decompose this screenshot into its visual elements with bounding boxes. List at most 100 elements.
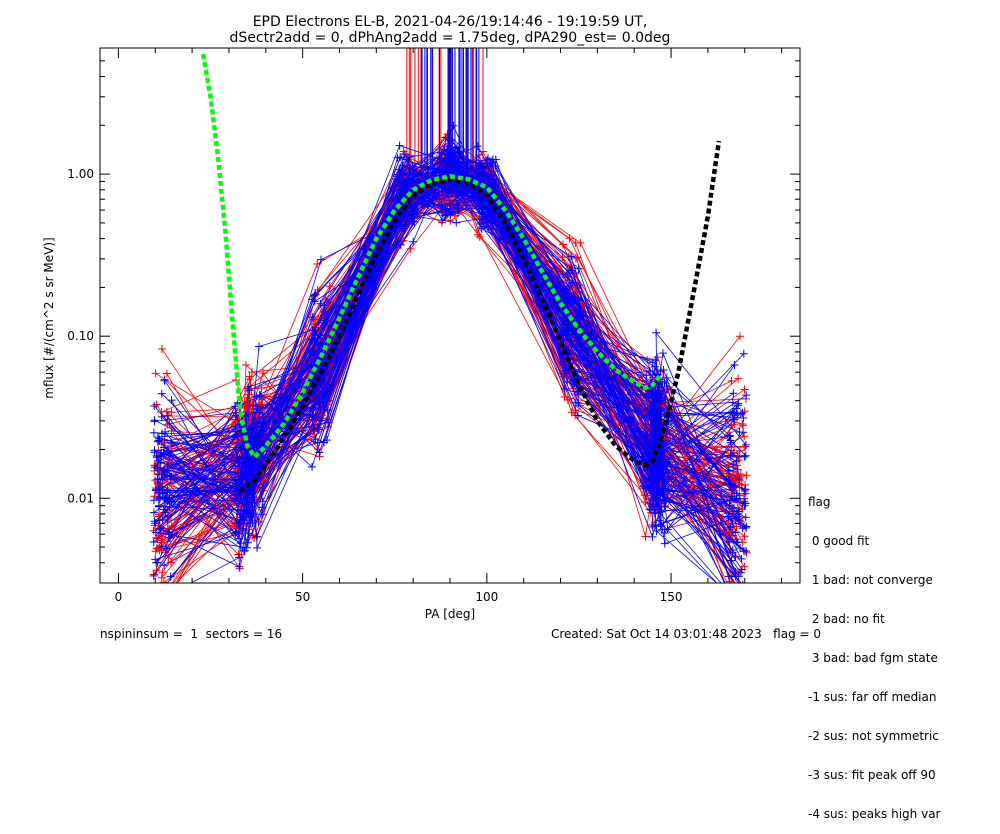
data-point [155,494,164,503]
data-point [455,190,464,199]
data-point [156,458,165,467]
legend-item: -2 sus: not symmetric [808,729,939,743]
data-point [406,176,415,185]
data-point [149,571,158,580]
data-point [741,451,750,460]
data-point [725,577,734,583]
data-point [739,414,748,423]
data-point [734,572,743,581]
data-point [742,581,744,583]
data-point [246,433,255,442]
data-point [730,595,738,603]
data-point [241,360,250,369]
data-point [395,141,404,150]
data-point [642,484,651,493]
data-point [409,237,418,246]
legend-item: 3 bad: bad fgm state [808,651,938,665]
y-tick-label: 0.01 [67,491,94,505]
data-point [258,503,267,512]
data-point [739,421,748,430]
data-point [308,313,317,322]
data-point [479,222,488,231]
data-point [658,349,667,358]
data-point [477,202,486,211]
data-point [654,496,663,505]
data-point [396,240,405,249]
data-point [735,476,744,485]
data-point [730,360,739,369]
data-point [741,499,750,508]
data-point [742,546,751,555]
data-point [732,595,740,603]
data-point [571,398,580,407]
data-point [731,595,739,603]
data-point [151,369,160,378]
data-point [437,155,446,164]
data-point [152,593,160,601]
data-point [567,266,576,275]
data-point [740,532,749,541]
data-point [153,437,162,446]
data-point [235,553,244,562]
data-point [238,453,247,462]
data-point [162,544,171,553]
data-point [489,167,498,176]
data-point [161,493,170,502]
data-point [735,507,744,516]
data-point [153,475,162,484]
data-point [316,341,325,350]
data-point [734,374,743,383]
data-point [645,505,654,514]
data-point [740,432,749,441]
data-point [731,553,740,562]
data-point [564,281,573,290]
data-point [569,355,578,364]
data-point [730,415,739,424]
data-point [164,528,173,537]
data-point [663,385,672,394]
data-point [484,154,493,163]
data-point [153,464,162,473]
data-point [326,386,335,395]
data-point [167,595,175,603]
data-point [151,555,160,564]
data-point [727,376,736,385]
data-point [567,252,576,261]
data-point [727,556,736,565]
data-point [736,544,745,553]
series-blue [149,48,751,603]
data-point [393,153,402,162]
data-point [233,476,242,485]
data-point [740,485,749,494]
data-point [728,519,737,528]
data-point [150,448,159,457]
data-point [565,234,574,243]
data-point [257,454,266,463]
data-point [167,408,176,417]
data-point [735,332,744,341]
fit-curve-black [238,140,722,494]
data-point [162,369,171,378]
data-point [647,388,656,397]
data-point [320,301,329,310]
data-point [662,477,671,486]
data-point [159,578,168,583]
data-point [253,456,262,465]
data-point [152,558,161,567]
data-point [728,408,737,417]
data-point [157,412,166,421]
data-point [474,226,483,235]
data-point [563,395,572,404]
data-point [732,404,741,413]
data-point [452,218,461,227]
data-point [656,522,665,531]
data-point [439,165,448,174]
data-point [726,595,734,603]
data-point [311,290,320,299]
data-point [163,446,172,455]
data-point [650,417,659,426]
legend-title: flag [808,495,831,509]
data-point [480,168,489,177]
data-point [569,293,578,302]
data-point [737,554,746,563]
